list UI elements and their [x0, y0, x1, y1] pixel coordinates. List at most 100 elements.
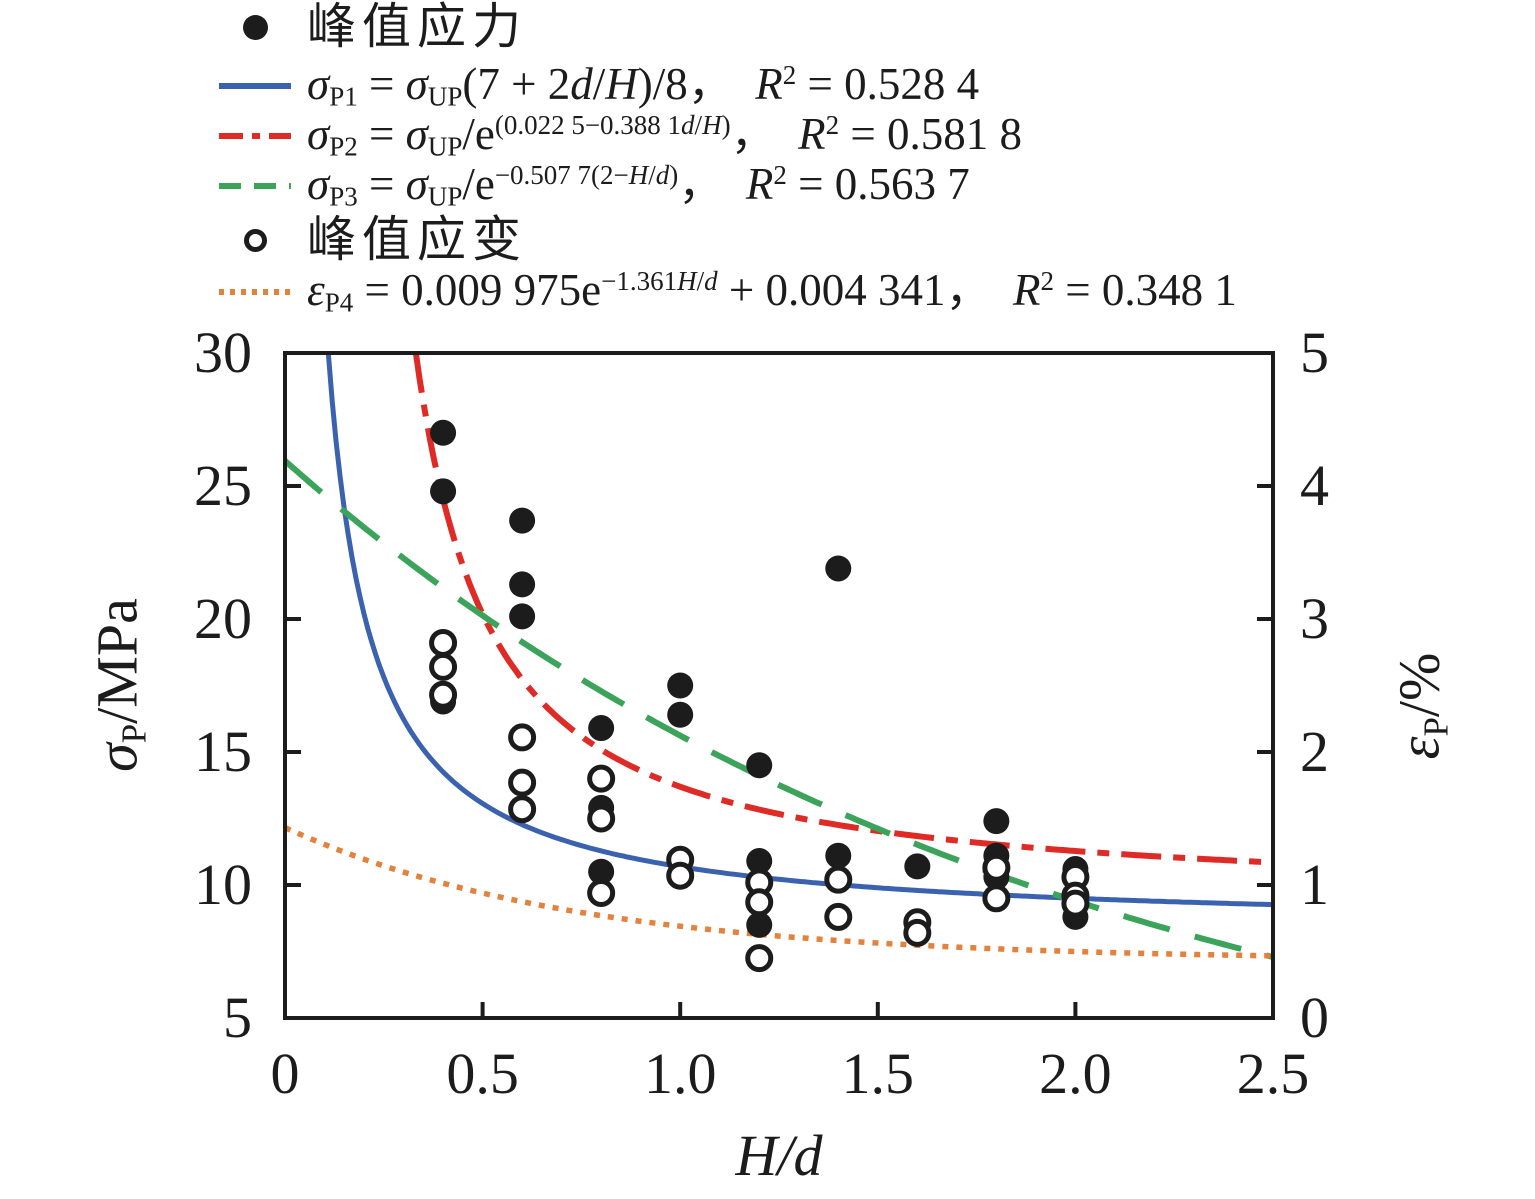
text-part: 2	[782, 60, 797, 91]
point-peak-strain	[824, 865, 853, 894]
text-part: 峰值应变	[307, 212, 528, 267]
x-tick-label: 1.5	[841, 1041, 915, 1106]
text-part: 峰值应力	[307, 0, 528, 54]
point-peak-strain	[429, 680, 458, 709]
text-part: σ	[405, 159, 428, 210]
y-axis-title-right: εP/%	[1386, 652, 1469, 760]
text-part: /e	[462, 109, 495, 160]
point-peak-strain	[587, 804, 616, 833]
point-peak-stress	[430, 478, 457, 505]
y-right-tick-label: 0	[1300, 985, 1329, 1050]
text-part: σ	[84, 743, 150, 772]
point-peak-stress	[509, 603, 536, 630]
legend-label-peak-strain: 峰值应变	[307, 213, 527, 267]
fit-curve-sigma_p3	[283, 458, 1274, 960]
y-right-tick-label: 2	[1300, 719, 1329, 784]
dot-open-icon	[213, 228, 297, 252]
point-peak-strain	[587, 878, 616, 907]
point-peak-strain	[666, 861, 695, 890]
y-left-tick-label: 15	[194, 719, 252, 784]
x-tick-label: 1.0	[643, 1041, 717, 1106]
point-peak-strain	[429, 652, 458, 681]
text-part: /%	[1386, 652, 1452, 718]
point-peak-strain	[903, 918, 932, 947]
text-part: = 0.581 8	[839, 109, 1022, 160]
text-part: P2	[329, 131, 358, 162]
y-left-tick-label: 25	[194, 453, 252, 518]
y-right-tick-label: 4	[1300, 453, 1329, 518]
point-peak-strain	[745, 944, 774, 973]
text-part: P	[1416, 717, 1456, 737]
text-part: R	[1013, 265, 1041, 316]
fit-curve-eps_p4	[283, 825, 1273, 959]
point-peak-stress	[746, 911, 773, 938]
text-part: H	[702, 110, 722, 141]
legend-item-peak-stress: 峰值应力	[213, 0, 527, 54]
dot-open-glyph	[243, 228, 267, 252]
x-tick-label: 0.5	[446, 1041, 519, 1106]
text-part: =	[357, 109, 406, 160]
text-part: σ	[307, 59, 330, 110]
text-part: H	[677, 266, 697, 297]
point-peak-strain	[745, 888, 774, 917]
point-peak-strain	[587, 764, 616, 793]
legend-label-peak-stress: 峰值应力	[307, 0, 527, 54]
legend-item-peak-strain: 峰值应变	[213, 213, 527, 267]
text-part: UP	[427, 81, 463, 112]
point-peak-strain	[429, 628, 458, 657]
fit-curve-sigma_p2	[412, 352, 1274, 866]
y-left-tick-label: 10	[194, 852, 252, 917]
point-peak-stress	[430, 419, 457, 446]
legend-item-fit-eps-p4: εP4 = 0.009 975e−1.361H/d + 0.004 341， R…	[213, 265, 1237, 319]
text-part: P1	[329, 81, 358, 112]
x-tick-label: 0	[270, 1041, 300, 1106]
text-part: UP	[427, 131, 463, 162]
text-part: H	[605, 59, 638, 110]
text-part: R	[755, 59, 783, 110]
text-part: σ	[405, 59, 428, 110]
point-peak-strain	[982, 853, 1011, 882]
point-peak-strain	[508, 723, 537, 752]
point-peak-strain	[508, 768, 537, 797]
text-part: d	[793, 1123, 823, 1188]
line-dotted-icon	[213, 286, 297, 298]
point-peak-stress	[825, 842, 852, 869]
text-part: d	[655, 160, 670, 191]
text-part: H	[628, 160, 649, 191]
point-peak-stress	[746, 848, 773, 875]
y-right-tick-label: 3	[1300, 586, 1329, 651]
point-peak-strain	[982, 884, 1011, 913]
text-part: =	[357, 159, 406, 210]
point-peak-stress	[588, 858, 615, 885]
text-part: d	[681, 110, 695, 141]
point-peak-stress	[509, 507, 536, 534]
legend-label-fit-sigma-p3: σP3 = σUP/e−0.507 7(2−H/d)， R2 = 0.563 7	[307, 148, 970, 224]
legend-label-fit-sigma-p2: σP2 = σUP/e(0.022 5−0.388 1d/H)， R2 = 0.…	[307, 98, 1022, 174]
text-part: /	[648, 160, 656, 191]
text-part: )	[669, 160, 679, 191]
text-part: ε	[307, 265, 325, 316]
line-dashed-icon	[213, 180, 297, 192]
text-part: R	[745, 159, 774, 210]
text-part: /MPa	[84, 598, 150, 724]
text-part: /	[592, 59, 606, 110]
text-part: H	[735, 1123, 778, 1188]
point-peak-stress	[746, 752, 773, 779]
text-part: (0.022 5−0.388 1	[494, 110, 682, 141]
y-right-tick-label: 5	[1300, 320, 1329, 385]
legend-item-fit-sigma-p1: σP1 = σUP(7 + 2d/H)/8， R2 = 0.528 4	[213, 59, 979, 113]
text-part: /e	[462, 159, 495, 210]
text-part: 2	[825, 110, 840, 141]
y-right-tick-label: 1	[1300, 852, 1329, 917]
plot-frame	[283, 351, 1275, 1020]
line-solid-icon	[213, 80, 297, 92]
point-peak-strain	[1061, 889, 1090, 918]
text-part: = 0.009 975e	[353, 265, 602, 316]
text-part: )/8，	[637, 59, 756, 110]
text-part: σ	[307, 159, 330, 210]
text-part: )	[721, 110, 731, 141]
point-peak-stress	[904, 853, 931, 880]
text-part: UP	[427, 181, 463, 212]
